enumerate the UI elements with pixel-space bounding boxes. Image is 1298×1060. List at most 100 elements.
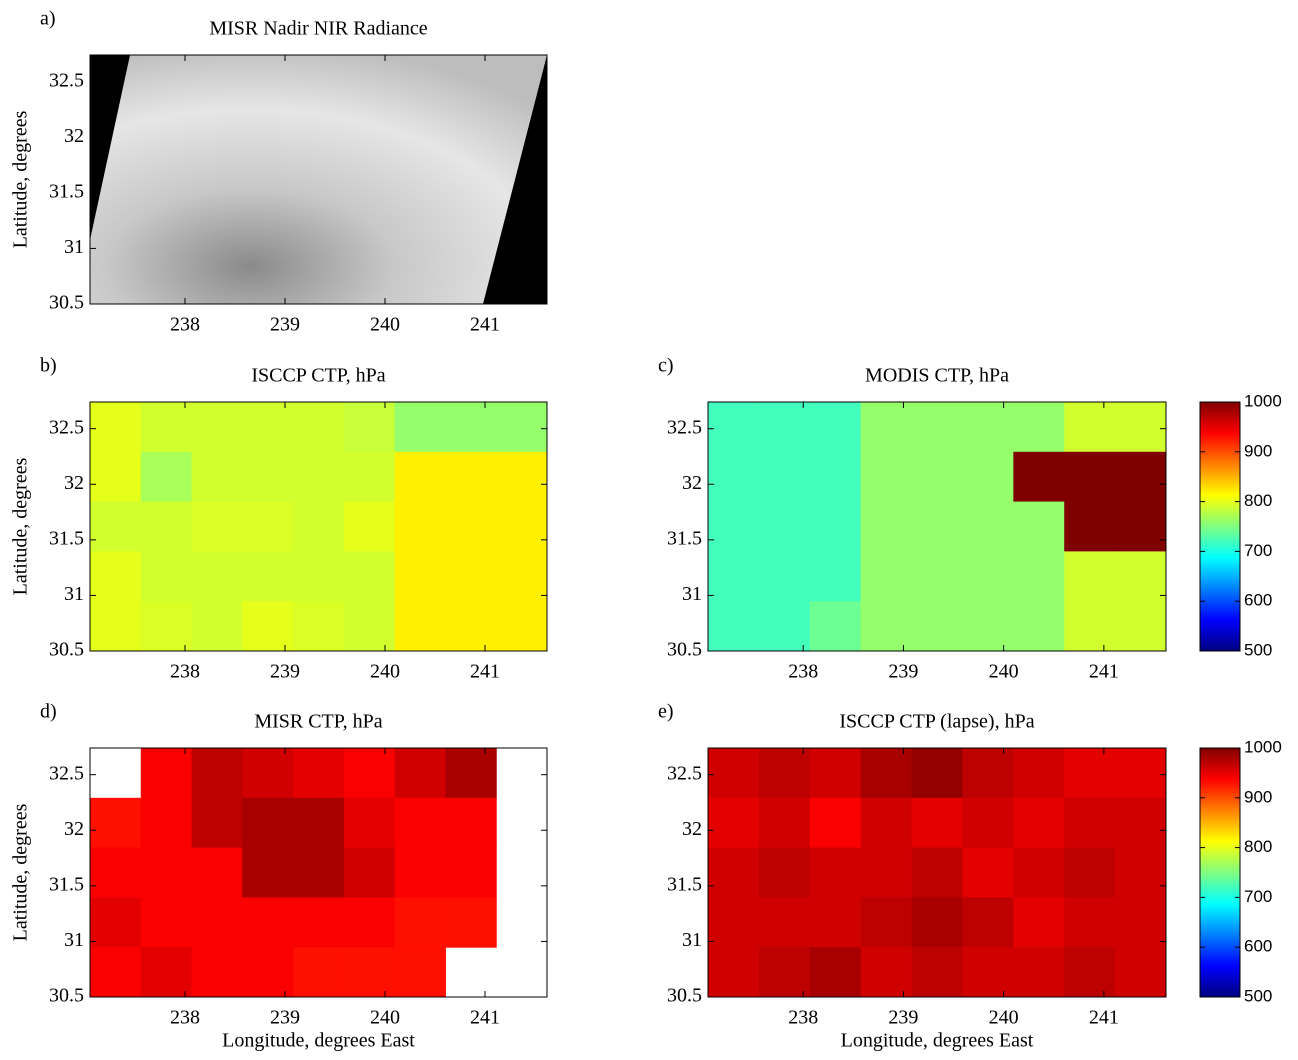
panel: 238 239 240 241 30.5 31 31.5 32 32.5 d) MISR CTP, … [10, 701, 548, 1052]
x-tick-label: 241 [470, 661, 500, 683]
heatmap-cell [809, 748, 862, 799]
heatmap-cell [90, 947, 142, 998]
colorbar-tick-label: 500 [1244, 986, 1272, 1005]
heatmap-cell [1013, 748, 1065, 799]
y-tick-label: 31 [682, 583, 702, 605]
y-tick-label: 32 [64, 125, 84, 147]
colorbar-tick-label: 1000 [1244, 737, 1282, 756]
heatmap-cell [708, 451, 760, 503]
y-tick-label: 32.5 [49, 69, 84, 91]
heatmap-cell [343, 601, 396, 652]
y-axis-label: Latitude, degrees [10, 457, 32, 595]
heatmap-cell [242, 601, 294, 652]
x-tick-label: 239 [270, 661, 300, 683]
colorbar-tick-label: 700 [1244, 887, 1272, 906]
axes-frame [89, 401, 548, 652]
heatmap-cell [809, 947, 862, 998]
heatmap-cell [1064, 847, 1116, 898]
heatmap-cell [809, 601, 862, 652]
panel: 238 239 240 241 30.5 31 31.5 32 32.5 a) MISR Nadir… [10, 8, 548, 336]
heatmap-cell [140, 847, 193, 898]
heatmap-cell [445, 501, 497, 552]
x-tick-label: 240 [370, 314, 400, 336]
heatmap-cell [911, 601, 963, 652]
heatmap-cell [191, 897, 243, 948]
x-tick-label: 238 [170, 314, 200, 336]
x-tick-label: 238 [170, 1007, 200, 1029]
x-tick-label: 238 [788, 661, 818, 683]
heatmap-cell [191, 551, 243, 602]
heatmap-cell [394, 501, 446, 552]
heatmap-cell [394, 748, 446, 799]
heatmap-cell [1013, 847, 1065, 898]
heatmap-cell [708, 897, 760, 948]
heatmap-cell [911, 897, 963, 948]
heatmap-cell [962, 402, 1014, 453]
heatmap-cell [343, 748, 396, 799]
heatmap-cell [293, 897, 345, 948]
heatmap-cell [293, 847, 345, 898]
x-tick-label: 241 [470, 1007, 500, 1029]
heatmap-cell [445, 551, 497, 602]
heatmap-cell [911, 748, 963, 799]
colorbar-tick-label: 500 [1244, 640, 1272, 659]
heatmap-cell [809, 501, 862, 552]
heatmap-cell [1013, 897, 1065, 948]
heatmap-cell [860, 601, 913, 652]
heatmap-cell [708, 797, 760, 849]
heatmap-cell [860, 897, 913, 948]
heatmap-cell [708, 402, 760, 453]
heatmap-cell [809, 451, 862, 503]
heatmap-cell [293, 947, 345, 998]
heatmap-cell [962, 551, 1014, 602]
panel: 238 239 240 241 30.5 31 31.5 32 32.5 c) MODIS CTP,… [658, 355, 1282, 683]
heatmap-cell [1115, 748, 1167, 799]
heatmap-cell [496, 451, 548, 503]
x-tick-label: 241 [470, 314, 500, 336]
heatmap-cell [962, 501, 1014, 552]
heatmap-cell [343, 451, 396, 503]
y-tick-label: 32.5 [49, 416, 84, 438]
x-tick-label: 239 [888, 661, 918, 683]
heatmap-cell [496, 551, 548, 602]
heatmap-cell [962, 797, 1014, 849]
heatmap-cell [242, 947, 294, 998]
heatmap-cell [445, 897, 497, 948]
heatmap-cell [860, 451, 913, 503]
heatmap-cell [343, 501, 396, 552]
heatmap-cell [860, 402, 913, 453]
heatmap-cell [1013, 551, 1065, 602]
heatmap-cell [242, 797, 294, 849]
heatmap-cell [343, 947, 396, 998]
heatmap-cell [1064, 601, 1116, 652]
heatmap-cell [242, 897, 294, 948]
x-tick-label: 241 [1089, 661, 1119, 683]
heatmap-cell [1013, 947, 1065, 998]
y-tick-label: 31 [682, 929, 702, 951]
panel-label: e) [658, 701, 674, 723]
x-tick-label: 240 [989, 1007, 1019, 1029]
heatmap-cell [1115, 451, 1167, 503]
heatmap-cell [242, 402, 294, 453]
heatmap-cell [962, 947, 1014, 998]
axes-frame [89, 747, 548, 998]
y-tick-label: 31.5 [667, 527, 702, 549]
y-tick-label: 30.5 [49, 292, 84, 314]
heatmap-cell [394, 797, 446, 849]
colorbar-tick-label: 600 [1244, 591, 1272, 610]
y-tick-label: 32 [682, 472, 702, 494]
y-tick-label: 32 [64, 472, 84, 494]
heatmap-cell [445, 748, 497, 799]
heatmap-cell [860, 551, 913, 602]
heatmap-cell [911, 551, 963, 602]
heatmap-cell [293, 451, 345, 503]
heatmap-cell [394, 551, 446, 602]
colorbar-tick-label: 800 [1244, 837, 1272, 856]
heatmap-cell [758, 402, 811, 453]
colorbar-tick-label: 1000 [1244, 391, 1282, 410]
heatmap-cell [809, 847, 862, 898]
x-tick-label: 238 [788, 1007, 818, 1029]
heatmap-cell [140, 601, 193, 652]
panel-title: ISCCP CTP (lapse), hPa [839, 711, 1034, 733]
